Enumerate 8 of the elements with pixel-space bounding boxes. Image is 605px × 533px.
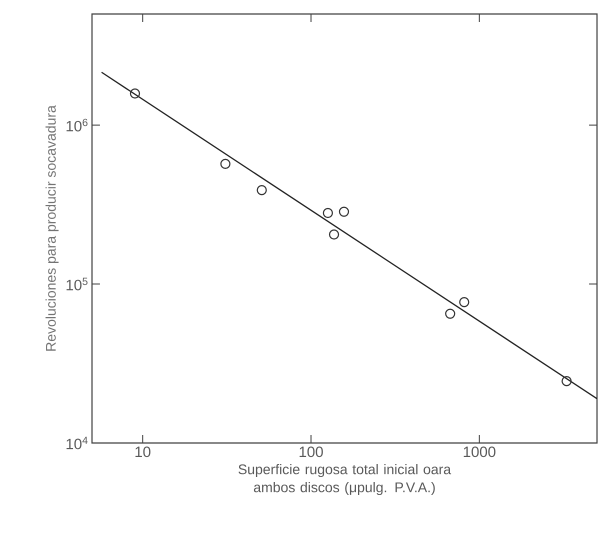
y-tick-label: 10$^{5}$	[66, 278, 88, 290]
x-tick-label: 10	[135, 446, 150, 458]
x-tick-label: 100	[300, 446, 323, 458]
y-axis-title: Revoluciones para producir socavadura	[46, 105, 59, 351]
y-tick-label: 10$^{4}$	[66, 436, 88, 450]
x-axis-title: Superficie rugosa total inicial oara ambos discos (μpulg. P.V.A.)	[238, 464, 452, 496]
y-tick-label: 10$^{6}$	[66, 118, 88, 132]
x-tick-label: 1000	[464, 446, 496, 458]
